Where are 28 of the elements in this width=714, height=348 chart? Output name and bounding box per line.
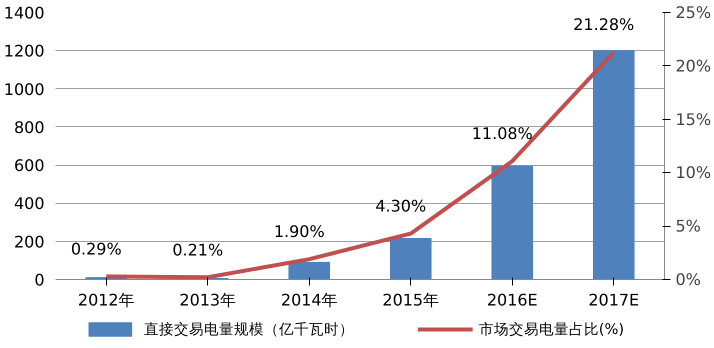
- y-tick-label: 0: [34, 270, 45, 290]
- y-tick-label: 600: [14, 156, 45, 176]
- data-label: 1.90%: [274, 222, 325, 242]
- data-label: 21.28%: [573, 15, 634, 34]
- y2-tick-label: 5%: [676, 216, 701, 236]
- data-label: 0.21%: [172, 240, 224, 260]
- x-tick-label: 2015年: [382, 290, 440, 310]
- x-tick-label: 2012年: [78, 290, 135, 310]
- y-tick-label: 400: [14, 194, 45, 214]
- y-tick-label: 1200: [4, 42, 44, 61]
- x-tick-label: 2017E: [588, 290, 640, 310]
- data-label: 11.08%: [472, 124, 533, 144]
- data-label: 0.29%: [70, 239, 122, 258]
- y2-tick-label: 20%: [676, 56, 712, 76]
- y-tick-label: 1000: [4, 80, 44, 99]
- y-tick-label: 1400: [4, 4, 44, 22]
- y-tick-label: 800: [14, 118, 45, 137]
- x-tick-label: 2013年: [179, 290, 236, 310]
- y2-tick-label: 25%: [676, 3, 712, 22]
- y-tick-label: 200: [14, 232, 45, 252]
- legend-label: 市场交易电量占比(%): [478, 321, 624, 338]
- x-tick-label: 2014年: [280, 290, 338, 310]
- y2-tick-label: 10%: [676, 163, 712, 182]
- y2-tick-label: 15%: [676, 110, 712, 129]
- data-label: 4.30%: [375, 196, 426, 216]
- legend-label: 直接交易电量规模（亿千瓦时）: [144, 321, 354, 338]
- x-tick-label: 2016E: [486, 290, 538, 310]
- y2-tick-label: 0%: [676, 270, 701, 289]
